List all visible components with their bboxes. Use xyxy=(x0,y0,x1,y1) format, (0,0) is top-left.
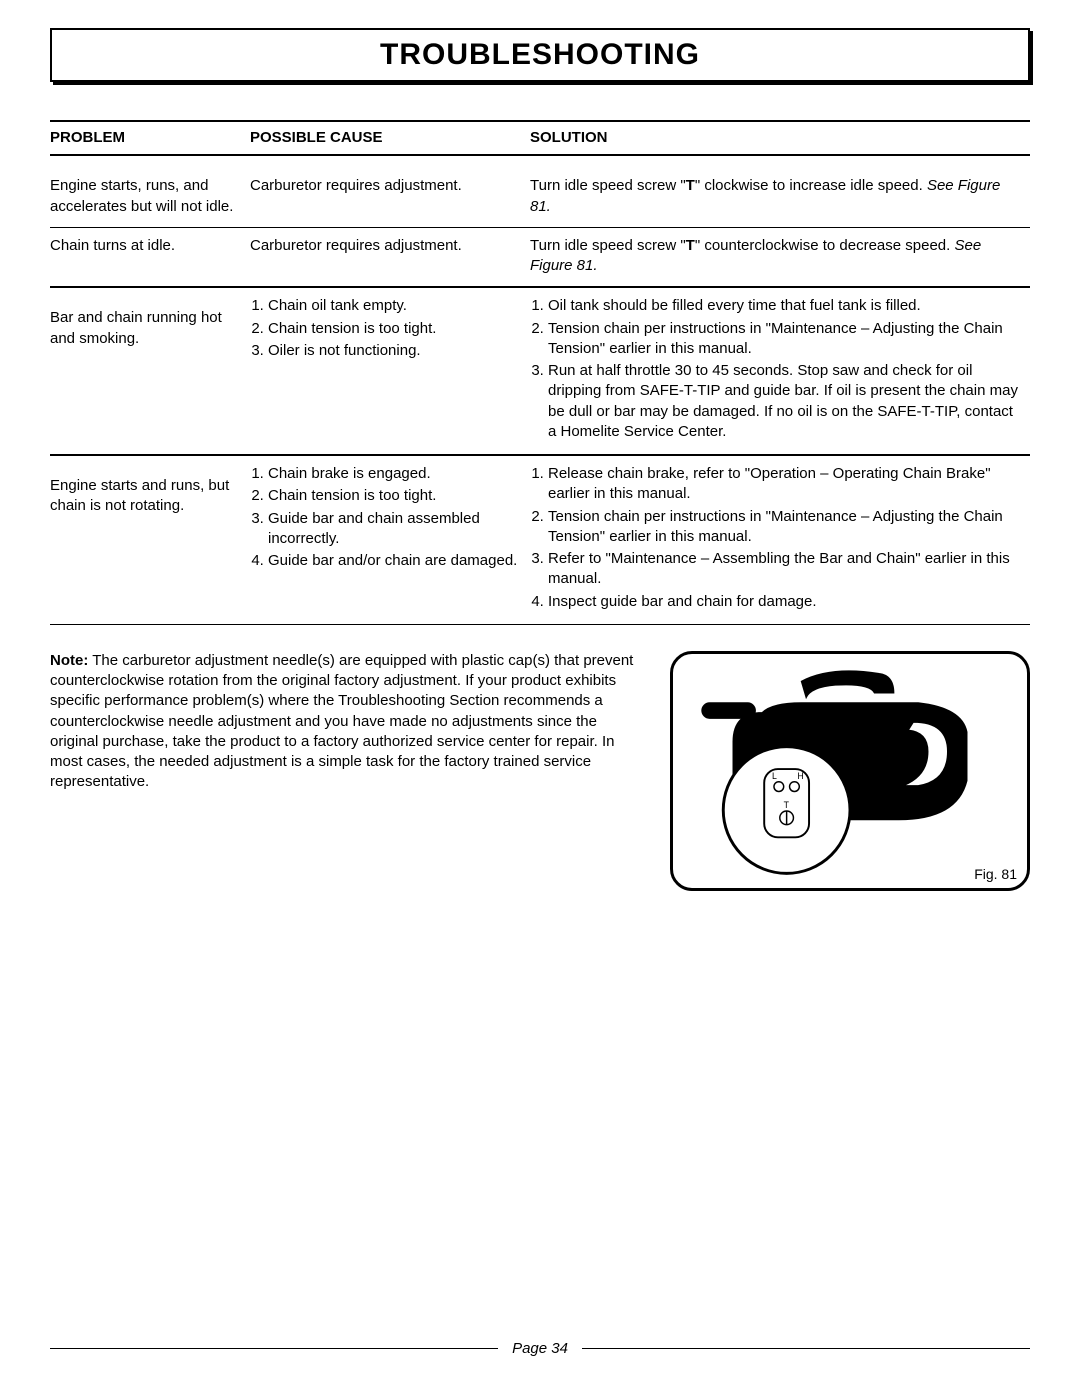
cause-list: Chain oil tank empty. Chain tension is t… xyxy=(250,296,524,361)
list-item: Oil tank should be filled every time tha… xyxy=(548,296,1024,316)
list-item: Inspect guide bar and chain for damage. xyxy=(548,592,1024,612)
cell-problem: Engine starts, runs, and accelerates but… xyxy=(50,155,250,227)
cell-cause: Chain brake is engaged. Chain tension is… xyxy=(250,455,530,624)
list-item: Run at half throttle 30 to 45 seconds. S… xyxy=(548,361,1024,442)
title-box: TROUBLESHOOTING xyxy=(50,28,1030,82)
list-item: Tension chain per instructions in "Maint… xyxy=(548,507,1024,548)
cell-problem: Bar and chain running hot and smoking. xyxy=(50,287,250,454)
footer-rule-right xyxy=(582,1348,1030,1349)
cause-list: Chain brake is engaged. Chain tension is… xyxy=(250,464,524,571)
separator-thin xyxy=(50,624,1030,625)
solution-list: Release chain brake, refer to "Operation… xyxy=(530,464,1024,612)
footer-page-number: Page 34 xyxy=(512,1340,568,1357)
table-row: Engine starts and runs, but chain is not… xyxy=(50,455,1030,624)
cell-solution: Release chain brake, refer to "Operation… xyxy=(530,455,1030,624)
solution-text-2: " clockwise to increase idle speed. xyxy=(695,177,927,194)
table-row: Chain turns at idle. Carburetor requires… xyxy=(50,227,1030,286)
cell-cause: Carburetor requires adjustment. xyxy=(250,227,530,286)
list-item: Chain tension is too tight. xyxy=(268,319,524,339)
cell-cause: Chain oil tank empty. Chain tension is t… xyxy=(250,287,530,454)
list-item: Guide bar and/or chain are damaged. xyxy=(268,551,524,571)
note-section: Note: The carburetor adjustment needle(s… xyxy=(50,651,1030,891)
table-row: Bar and chain running hot and smoking. C… xyxy=(50,287,1030,454)
solution-text-1: Turn idle speed screw " xyxy=(530,237,686,254)
dial-label-t: T xyxy=(784,800,790,810)
list-item: Chain tension is too tight. xyxy=(268,486,524,506)
table-header-row: PROBLEM POSSIBLE CAUSE SOLUTION xyxy=(50,121,1030,155)
cell-solution: Turn idle speed screw "T" counterclockwi… xyxy=(530,227,1030,286)
page-footer: Page 34 xyxy=(50,1340,1030,1357)
chainsaw-illustration: L H T xyxy=(673,654,1027,888)
solution-list: Oil tank should be filled every time tha… xyxy=(530,296,1024,442)
header-solution: SOLUTION xyxy=(530,121,1030,155)
troubleshooting-table: PROBLEM POSSIBLE CAUSE SOLUTION Engine s… xyxy=(50,120,1030,625)
header-cause: POSSIBLE CAUSE xyxy=(250,121,530,155)
figure-label: Fig. 81 xyxy=(974,866,1017,882)
dial-label-l: L xyxy=(772,771,777,781)
header-problem: PROBLEM xyxy=(50,121,250,155)
dial-label-h: H xyxy=(797,771,803,781)
list-item: Chain oil tank empty. xyxy=(268,296,524,316)
cell-cause: Carburetor requires adjustment. xyxy=(250,155,530,227)
list-item: Tension chain per instructions in "Maint… xyxy=(548,319,1024,360)
cell-problem: Engine starts and runs, but chain is not… xyxy=(50,455,250,624)
list-item: Guide bar and chain assembled incorrectl… xyxy=(268,509,524,550)
cell-problem: Chain turns at idle. xyxy=(50,227,250,286)
note-label: Note: xyxy=(50,652,88,669)
solution-bold: T xyxy=(686,237,695,254)
list-item: Chain brake is engaged. xyxy=(268,464,524,484)
cell-solution: Oil tank should be filled every time tha… xyxy=(530,287,1030,454)
page-title: TROUBLESHOOTING xyxy=(52,38,1028,72)
footer-rule-left xyxy=(50,1348,498,1349)
solution-text-2: " counterclockwise to decrease speed. xyxy=(695,237,955,254)
solution-text-1: Turn idle speed screw " xyxy=(530,177,686,194)
table-row: Engine starts, runs, and accelerates but… xyxy=(50,155,1030,227)
list-item: Refer to "Maintenance – Assembling the B… xyxy=(548,549,1024,590)
cell-solution: Turn idle speed screw "T" clockwise to i… xyxy=(530,155,1030,227)
note-body: The carburetor adjustment needle(s) are … xyxy=(50,652,633,791)
figure-81: L H T Fig. 81 xyxy=(670,651,1030,891)
solution-bold: T xyxy=(686,177,695,194)
note-text: Note: The carburetor adjustment needle(s… xyxy=(50,651,642,891)
list-item: Oiler is not functioning. xyxy=(268,341,524,361)
list-item: Release chain brake, refer to "Operation… xyxy=(548,464,1024,505)
